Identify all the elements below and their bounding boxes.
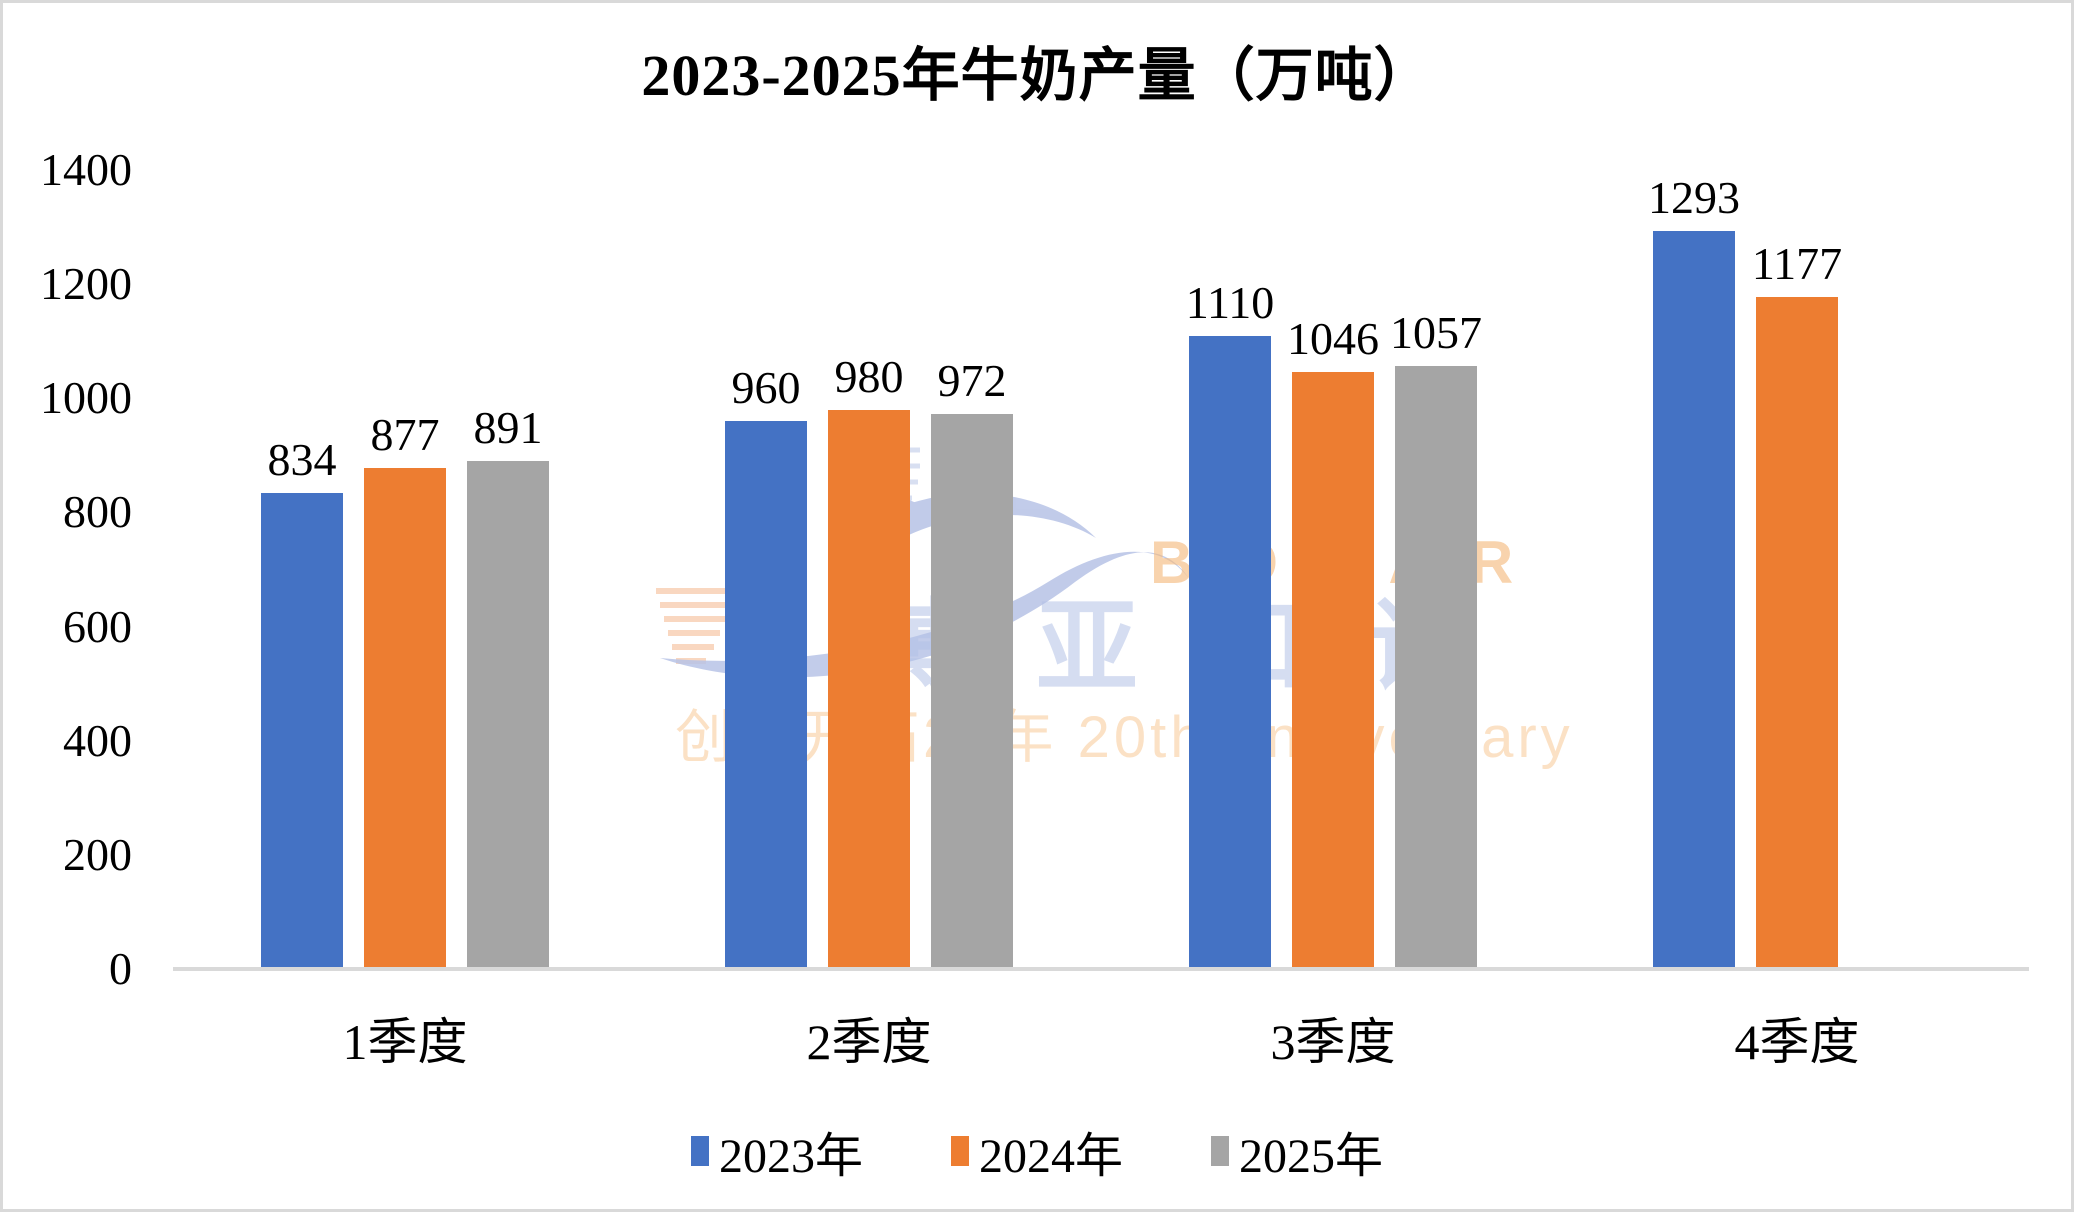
bar-value-label: 891 [473, 401, 543, 453]
bar-slot: 1177 [1752, 239, 1842, 969]
legend-item: 2023年 [690, 1116, 863, 1186]
bar-slot: 1293 [1648, 173, 1740, 969]
bar-slot: 960 [725, 363, 807, 969]
bar-slot: 1057 [1390, 307, 1482, 969]
y-tick-label: 200 [63, 828, 132, 880]
legend-label: 2025年 [1239, 1130, 1384, 1183]
plot-area: 834 877 891 960 980 972 1110 1046 1057 1293 1177 [173, 170, 2029, 971]
bar-slot: 980 [828, 350, 910, 969]
x-axis-line [173, 967, 2029, 971]
x-category-label: 3季度 [1270, 1014, 1396, 1070]
y-tick-label: 600 [63, 600, 132, 652]
legend-marker-icon [1211, 1136, 1229, 1166]
bar-value-label: 1177 [1751, 238, 1843, 290]
bar-series0-cat2 [1189, 335, 1271, 969]
y-axis: 0 200 400 600 800 1000 1200 1400 [0, 147, 150, 992]
y-tick-label: 1400 [40, 144, 132, 195]
bar-groups: 834 877 891 960 980 972 1110 1046 1057 1293 1177 [173, 170, 2029, 969]
bar-slot: 1110 [1186, 277, 1274, 969]
bar-group: 1293 1177 [1565, 170, 2029, 969]
x-axis-labels: 1季度 2季度 3季度 4季度 [173, 1002, 2029, 1074]
bar-series2-cat1 [931, 414, 1013, 969]
bar-series1-cat1 [828, 409, 910, 969]
bar-slot: 877 [364, 410, 446, 969]
bar-slot: 1046 [1287, 314, 1379, 969]
legend-item: 2024年 [950, 1116, 1123, 1186]
bar-value-label: 980 [834, 350, 904, 402]
bar-series1-cat0 [364, 468, 446, 969]
bar-group: 1110 1046 1057 [1101, 170, 1565, 969]
bar-value-label: 1046 [1287, 313, 1379, 365]
bar-value-label: 1110 [1185, 276, 1275, 328]
y-tick-label: 1000 [40, 372, 132, 424]
bar-value-label: 972 [937, 355, 1007, 407]
legend-label: 2024年 [978, 1130, 1123, 1183]
bar-slot: 891 [467, 401, 549, 969]
y-tick-label: 0 [109, 943, 132, 994]
x-category-label: 4季度 [1734, 1014, 1860, 1070]
bar-group: 834 877 891 [173, 170, 637, 969]
legend-label: 2023年 [718, 1130, 863, 1183]
bar-series1-cat3 [1756, 297, 1838, 969]
bar-group: 960 980 972 [637, 170, 1101, 969]
bar-slot: 972 [931, 356, 1013, 969]
y-tick-label: 400 [63, 714, 132, 766]
bar-series0-cat1 [725, 421, 807, 969]
bar-series0-cat3 [1653, 231, 1735, 969]
legend-marker-icon [690, 1136, 709, 1166]
x-category-label: 1季度 [342, 1014, 468, 1070]
chart-title: 2023-2025年牛奶产量（万吨） [641, 43, 1433, 108]
bar-series0-cat0 [261, 493, 343, 969]
legend-marker-icon [950, 1136, 969, 1166]
bar-value-label: 960 [731, 362, 801, 414]
legend-item: 2025年 [1211, 1116, 1383, 1186]
x-category-label: 2季度 [806, 1014, 932, 1070]
y-tick-label: 800 [63, 486, 132, 538]
bar-value-label: 834 [267, 434, 337, 486]
y-tick-label: 1200 [40, 258, 132, 310]
bar-series2-cat0 [467, 460, 549, 969]
bar-slot: 834 [261, 435, 343, 969]
bar-series2-cat2 [1395, 365, 1477, 969]
bar-value-label: 1293 [1648, 172, 1740, 224]
bar-value-label: 1057 [1390, 306, 1482, 358]
bar-series1-cat2 [1292, 372, 1374, 969]
bar-value-label: 877 [370, 409, 440, 461]
legend: 2023年 2024年 2025年 [0, 1116, 2074, 1186]
